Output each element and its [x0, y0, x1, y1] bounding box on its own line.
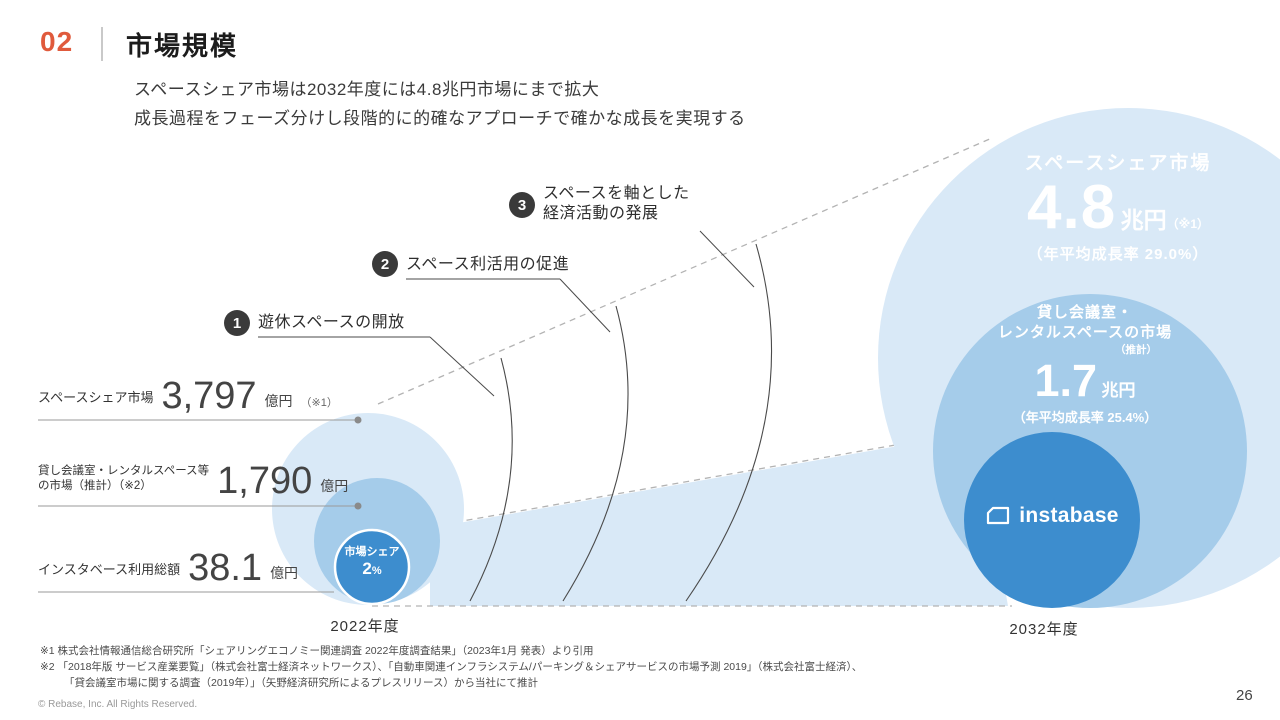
metric-2-label-line2: の市場（推計）（※2） — [38, 480, 152, 493]
bubble-2032-middle-value: 1.7 — [1034, 355, 1098, 406]
metric-leaders — [38, 416, 362, 593]
metric-1-note: （※1） — [300, 396, 338, 409]
phase-1-connector — [429, 336, 495, 397]
axis-year-2022: 2022年度 — [330, 618, 400, 635]
dashed-guide-middle — [433, 430, 976, 527]
instabase-brand: instabase — [962, 504, 1142, 528]
phase-arc-2 — [562, 305, 629, 602]
phase-arc-3 — [685, 243, 773, 602]
bubble-2032-middle-unit: 兆円 — [1101, 381, 1136, 400]
bubble-2032-outer-text: スペースシェア市場 4.8 兆円（※1） （年平均成長率 29.0%） — [958, 148, 1278, 264]
phase-2-label: スペース利活用の促進 — [406, 256, 570, 273]
phase-3-connector — [699, 230, 755, 288]
page-title: 市場規模 — [126, 31, 239, 61]
phase-1-label: 遊休スペースの開放 — [258, 314, 405, 331]
metric-2-value: 1,790 — [217, 460, 313, 502]
market-share-label: 市場シェア 2% — [322, 546, 422, 580]
metric-1-unit: 億円 — [264, 392, 293, 409]
market-share-unit: % — [371, 565, 382, 578]
bubble-2032-middle-value-row: 1.7 兆円 — [975, 358, 1195, 403]
dashed-guide-top — [377, 137, 993, 405]
phase-3-label-line1: スペースを軸とした — [543, 185, 690, 202]
subtitle-line1: スペースシェア市場は2032年度には4.8兆円市場にまで拡大 — [134, 80, 600, 99]
bubble-2032-outer-unit: 兆円 — [1120, 207, 1167, 233]
footnote-3: 「貸会議室市場に関する調査（2019年）」（矢野経済研究所によるプレスリリース）… — [64, 676, 539, 689]
market-share-value-row: 2% — [322, 559, 422, 579]
metric-2-label-line1: 貸し会議室・レンタルスペース等 — [38, 465, 210, 478]
metric-rental-space-market: 貸し会議室・レンタルスペース等 の市場（推計）（※2） 1,790 億円 — [38, 460, 349, 502]
metric-1-value: 3,797 — [161, 375, 257, 417]
subtitle: スペースシェア市場は2032年度には4.8兆円市場にまで拡大 成長過程をフェーズ… — [134, 76, 746, 133]
phase-2-connector — [559, 278, 611, 333]
market-share-text: 市場シェア — [344, 546, 400, 558]
market-share-value: 2 — [362, 559, 372, 579]
axis-year-2032: 2032年度 — [1009, 621, 1079, 638]
bubble-2032-middle-title-line2: レンタルスペースの市場 — [997, 323, 1173, 341]
page-number: 26 — [1236, 687, 1253, 704]
bubble-2032-middle-growth: （年平均成長率 25.4%） — [1012, 410, 1158, 425]
footnotes: ※1 株式会社情報通信総合研究所「シェアリングエコノミー関連調査 2022年度調… — [40, 644, 862, 691]
phase-3-label-line2: 経済活動の発展 — [543, 205, 659, 222]
footnote-1: ※1 株式会社情報通信総合研究所「シェアリングエコノミー関連調査 2022年度調… — [40, 645, 594, 657]
bubble-2032-outer-growth: （年平均成長率 29.0%） — [1027, 246, 1209, 263]
phase-1-badge: 1 — [224, 310, 250, 336]
dashed-guides — [372, 137, 1012, 607]
instabase-logo-icon — [987, 506, 1010, 525]
phase-2-badge: 2 — [372, 251, 398, 277]
phase-3-label: スペースを軸とした 経済活動の発展 — [543, 184, 690, 224]
bubble-2032-middle-note: （推計） — [1115, 344, 1157, 356]
phase-connectors — [258, 230, 755, 397]
bubble-2032-middle-title-line1: 貸し会議室・ — [1036, 304, 1133, 321]
bubble-2032-outer-note: （※1） — [1166, 217, 1209, 231]
metric-1-leader-dot — [354, 416, 362, 424]
bubble-2022-inner — [333, 528, 411, 606]
metric-2-label: 貸し会議室・レンタルスペース等 の市場（推計）（※2） — [38, 464, 209, 499]
instabase-brand-name: instabase — [1019, 504, 1119, 527]
bubble-2032-outer-value: 4.8 — [1027, 173, 1117, 242]
subtitle-line2: 成長過程をフェーズ分けし段階的に的確なアプローチで確かな成長を実現する — [134, 108, 746, 128]
metric-1-label: スペースシェア市場 — [38, 390, 154, 406]
metric-2-leader-dot — [354, 502, 362, 510]
phase-arc-1 — [469, 357, 513, 602]
bubble-2032-outer-value-row: 4.8 兆円（※1） — [958, 177, 1278, 239]
footnote-2: ※2 「2018年版 サービス産業要覧」（株式会社富士経済ネットワークス）、「自… — [40, 660, 863, 673]
metric-3-unit: 億円 — [270, 564, 299, 581]
metric-space-share-market: スペースシェア市場 3,797 億円 （※1） — [38, 375, 338, 417]
bubble-2032-inner — [964, 432, 1140, 608]
metric-3-value: 38.1 — [188, 547, 263, 589]
metric-2-unit: 億円 — [320, 477, 349, 494]
section-number: 02 — [40, 26, 74, 57]
growth-wedge — [430, 432, 1008, 606]
phase-arcs — [469, 243, 773, 602]
copyright: © Rebase, Inc. All Rights Reserved. — [38, 699, 198, 710]
header-divider — [101, 27, 103, 61]
bubble-2032-outer-title: スペースシェア市場 — [1024, 153, 1212, 174]
metric-3-label: インスタベース利用総額 — [38, 562, 181, 578]
bubble-2032-middle-text: 貸し会議室・ レンタルスペースの市場 （推計） 1.7 兆円 （年平均成長率 2… — [975, 303, 1195, 426]
metric-instabase-total: インスタベース利用総額 38.1 億円 — [38, 547, 299, 589]
phase-3-badge: 3 — [509, 192, 535, 218]
